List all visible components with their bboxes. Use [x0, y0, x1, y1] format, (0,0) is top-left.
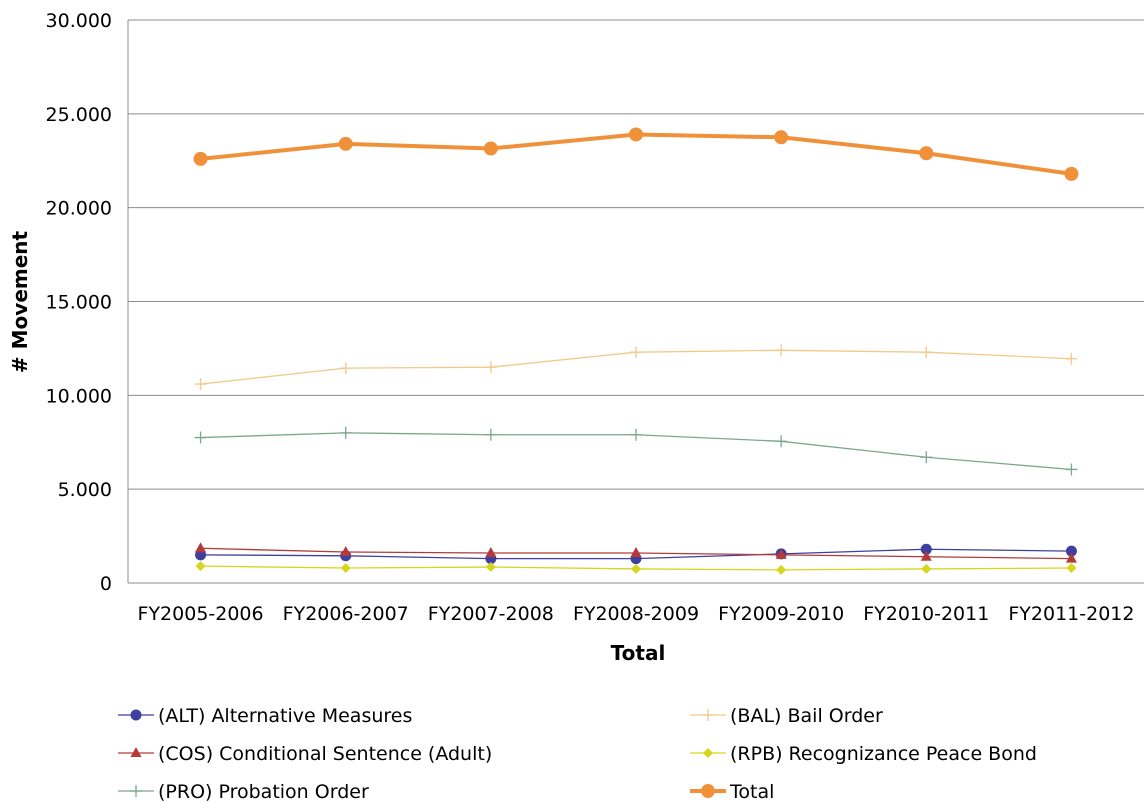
x-tick-label: FY2009-2010	[718, 603, 844, 625]
data-point	[339, 362, 352, 375]
data-point	[774, 130, 789, 145]
legend-item: (PRO) Probation Order	[118, 781, 369, 803]
data-point	[195, 542, 207, 553]
data-point	[630, 546, 642, 557]
data-point	[195, 561, 206, 572]
data-point	[193, 151, 208, 166]
data-point	[630, 346, 642, 359]
x-tick-label: FY2006-2007	[283, 603, 409, 625]
data-point	[484, 428, 497, 441]
series-5	[193, 127, 1079, 181]
legend-label: (BAL) Bail Order	[730, 705, 883, 727]
data-point	[130, 747, 142, 757]
data-point	[701, 784, 715, 798]
data-point	[340, 562, 351, 573]
data-point	[485, 546, 497, 557]
legend-item: (BAL) Bail Order	[690, 705, 883, 727]
data-point	[703, 748, 713, 758]
series-4	[194, 426, 1078, 476]
legend-label: (PRO) Probation Order	[158, 781, 369, 803]
legend-item: (COS) Conditional Sentence (Adult)	[118, 743, 492, 765]
data-point	[920, 550, 932, 561]
data-point	[920, 346, 933, 359]
data-point	[921, 563, 932, 574]
legend: (ALT) Alternative Measures (BAL) Bail Ord…	[118, 705, 1037, 803]
data-point	[340, 546, 352, 557]
data-point	[920, 543, 932, 555]
x-tick-label: FY2011-2012	[1008, 603, 1134, 625]
data-point	[629, 127, 643, 142]
x-axis-title: Total	[611, 641, 666, 665]
data-point	[776, 564, 787, 575]
data-point	[1064, 166, 1079, 181]
y-tick-label: 30.000	[46, 10, 112, 32]
series-1	[194, 344, 1078, 391]
data-point	[775, 548, 787, 559]
legend-label: (ALT) Alternative Measures	[158, 705, 412, 727]
legend-label: (RPB) Recognizance Peace Bond	[730, 743, 1037, 765]
data-point	[1065, 545, 1077, 557]
data-point	[920, 451, 933, 464]
series-2	[195, 542, 1077, 563]
gridlines	[127, 19, 1144, 584]
y-tick-label: 0	[100, 573, 112, 595]
y-tick-label: 15.000	[46, 292, 112, 314]
data-point	[702, 709, 714, 721]
y-axis-title: # Movement	[8, 230, 32, 373]
legend-item: Total	[690, 781, 774, 803]
data-point	[130, 709, 142, 721]
legend-item: (RPB) Recognizance Peace Bond	[690, 743, 1037, 765]
data-point	[484, 361, 497, 374]
x-tick-label: FY2005-2006	[138, 603, 264, 625]
data-point	[1065, 463, 1078, 476]
legend-item: (ALT) Alternative Measures	[118, 705, 412, 727]
series-lines	[193, 127, 1079, 575]
data-point	[338, 136, 353, 151]
data-point	[1065, 552, 1077, 563]
x-tick-label: FY2007-2008	[428, 603, 554, 625]
data-point	[339, 426, 352, 439]
data-point	[775, 344, 788, 357]
data-point	[483, 141, 498, 156]
data-point	[485, 562, 496, 573]
data-point	[194, 378, 207, 391]
y-tick-label: 20.000	[46, 198, 112, 220]
data-point	[1065, 352, 1078, 365]
data-point	[630, 428, 642, 441]
y-tick-label: 10.000	[46, 385, 112, 407]
y-axis-ticks: 0 5.000 10.000 15.000 20.000 25.000 30.000	[46, 10, 112, 595]
x-tick-label: FY2010-2011	[863, 603, 989, 625]
data-point	[919, 146, 934, 161]
legend-label: Total	[729, 781, 774, 803]
data-point	[194, 431, 207, 444]
data-point	[631, 563, 641, 574]
data-point	[775, 435, 788, 448]
y-tick-label: 25.000	[46, 104, 112, 126]
y-tick-label: 5.000	[58, 479, 112, 501]
x-axis-ticks: FY2005-2006 FY2006-2007 FY2007-2008 FY2008-…	[138, 603, 1135, 625]
x-tick-label: FY2008-2009	[573, 603, 699, 625]
data-point	[130, 785, 142, 797]
data-point	[1066, 562, 1077, 573]
series-3	[195, 561, 1077, 575]
legend-label: (COS) Conditional Sentence (Adult)	[158, 743, 492, 765]
